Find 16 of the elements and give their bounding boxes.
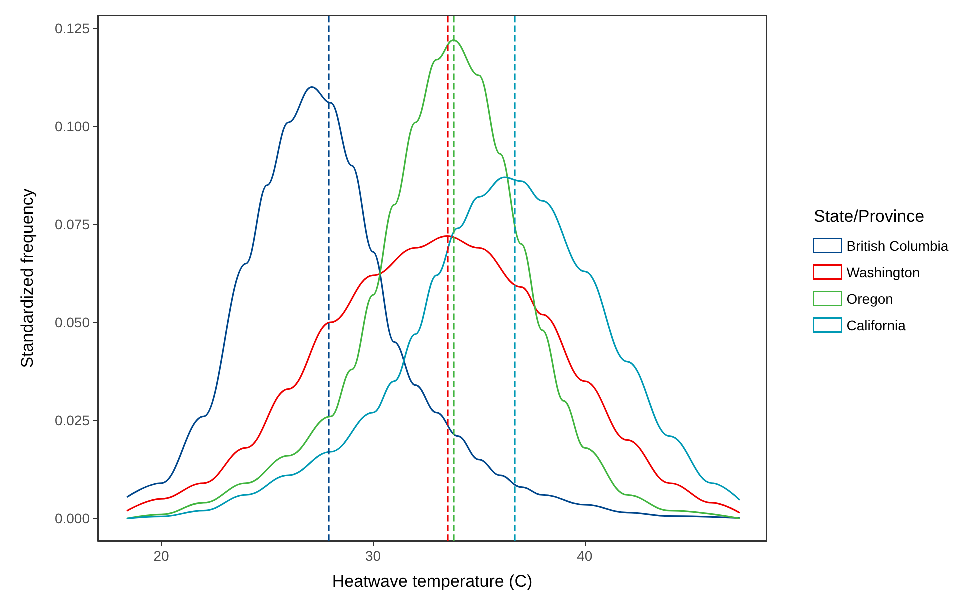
y-tick-label: 0.050 — [54, 314, 90, 331]
legend-label: Oregon — [846, 290, 894, 307]
x-axis-title: Heatwave temperature (C) — [332, 572, 533, 591]
legend-title: State/Province — [814, 207, 925, 226]
legend-label: British Columbia — [846, 238, 949, 254]
y-tick-label: 0.025 — [54, 412, 90, 429]
y-tick-label: 0.075 — [54, 216, 90, 233]
x-tick-label: 40 — [577, 548, 593, 564]
x-tick-label: 20 — [154, 548, 170, 564]
legend-label: Washington — [846, 264, 920, 280]
x-tick-label: 30 — [365, 548, 382, 564]
y-axis-title: Standardized frequency — [18, 188, 37, 368]
y-tick-label: 0.100 — [54, 118, 90, 135]
y-tick-label: 0.125 — [54, 20, 90, 37]
y-tick-label: 0.000 — [54, 510, 90, 527]
legend-label: California — [846, 317, 906, 334]
